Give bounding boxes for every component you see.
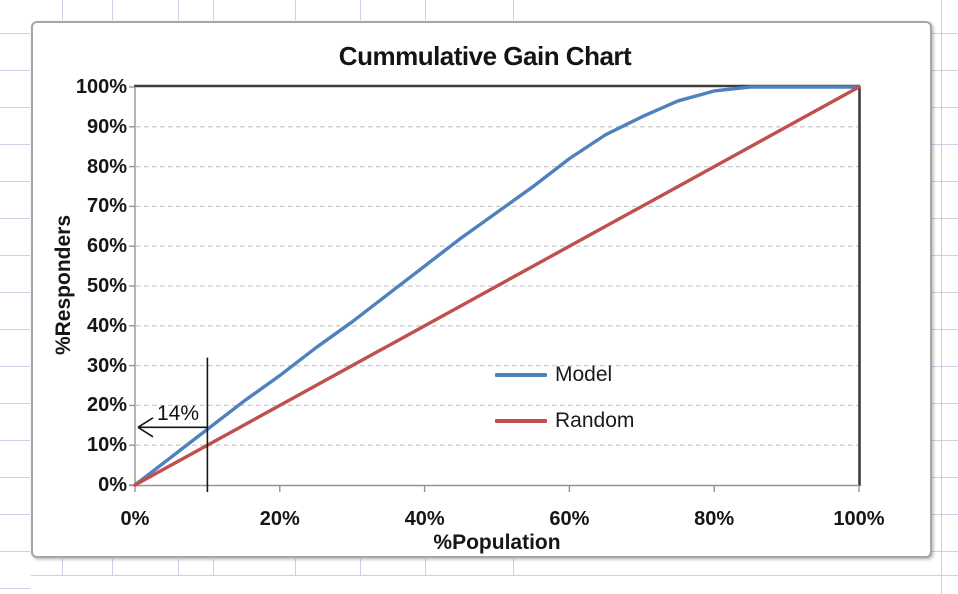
y-tick-label: 90% bbox=[86, 115, 127, 138]
legend: Model Random bbox=[495, 352, 634, 444]
sheet-row-line bbox=[0, 218, 30, 219]
x-tick-label: 60% bbox=[549, 508, 590, 530]
x-tick-label: 80% bbox=[694, 508, 735, 530]
sheet-row-line bbox=[0, 440, 30, 441]
sheet-row-line bbox=[31, 575, 958, 576]
sheet-row-line bbox=[0, 477, 30, 478]
model-line-swatch bbox=[495, 373, 547, 377]
sheet-col-line bbox=[360, 559, 361, 575]
sheet-row-line bbox=[0, 144, 30, 145]
sheet-row-line bbox=[0, 366, 30, 367]
sheet-row-line bbox=[932, 477, 958, 478]
sheet-row-line bbox=[932, 440, 958, 441]
sheet-col-line bbox=[295, 0, 296, 20]
sheet-row-line bbox=[0, 403, 30, 404]
y-tick-label: 0% bbox=[98, 474, 127, 496]
y-tick-label: 100% bbox=[75, 76, 127, 98]
sheet-row-line bbox=[932, 33, 958, 34]
sheet-col-line bbox=[62, 0, 63, 20]
chart-object[interactable]: Cummulative Gain Chart %Responders %Popu… bbox=[31, 21, 932, 558]
legend-item-model: Model bbox=[495, 352, 634, 398]
sheet-row-line bbox=[932, 144, 958, 145]
random-series-line bbox=[133, 85, 861, 487]
sheet-row-line bbox=[0, 181, 30, 182]
sheet-row-line bbox=[0, 329, 30, 330]
sheet-row-line bbox=[932, 107, 958, 108]
sheet-row-line bbox=[0, 33, 30, 34]
sheet-col-line bbox=[295, 559, 296, 575]
sheet-row-line bbox=[932, 255, 958, 256]
x-tick-label: 0% bbox=[120, 508, 150, 530]
y-tick-label: 30% bbox=[86, 354, 127, 377]
sheet-row-line bbox=[932, 329, 958, 330]
sheet-col-line bbox=[112, 559, 113, 575]
y-tick-label: 50% bbox=[86, 275, 127, 297]
sheet-row-line bbox=[0, 514, 30, 515]
sheet-row-line bbox=[932, 70, 958, 71]
sheet-row-line bbox=[0, 255, 30, 256]
x-axis-title: %Population bbox=[433, 531, 561, 554]
sheet-col-line bbox=[425, 559, 426, 575]
sheet-col-line bbox=[213, 0, 214, 20]
sheet-row-line bbox=[932, 292, 958, 293]
sheet-row-line bbox=[932, 366, 958, 367]
legend-item-random: Random bbox=[495, 398, 634, 444]
chart-title: Cummulative Gain Chart bbox=[338, 41, 632, 71]
model-series-line bbox=[133, 85, 861, 487]
sheet-row-line bbox=[932, 551, 958, 552]
sheet-col-line bbox=[62, 559, 63, 575]
sheet-col-line bbox=[941, 0, 942, 594]
sheet-col-line bbox=[513, 559, 514, 575]
y-tick-label: 70% bbox=[86, 195, 127, 218]
sheet-col-line bbox=[178, 0, 179, 20]
legend-label-random: Random bbox=[555, 409, 635, 432]
x-tick-label: 100% bbox=[833, 508, 885, 530]
sheet-col-line bbox=[513, 0, 514, 20]
sheet-row-line bbox=[932, 403, 958, 404]
legend-label-model: Model bbox=[555, 363, 613, 386]
sheet-col-line bbox=[213, 559, 214, 575]
sheet-row-line bbox=[0, 70, 30, 71]
sheet-row-line bbox=[0, 292, 30, 293]
annotation-label: 14% bbox=[156, 402, 200, 425]
y-tick-label: 60% bbox=[86, 235, 127, 258]
sheet-col-line bbox=[425, 0, 426, 20]
sheet-col-line bbox=[178, 559, 179, 575]
plot-area bbox=[129, 84, 861, 492]
y-tick-label: 80% bbox=[86, 155, 127, 178]
sheet-row-line bbox=[0, 551, 30, 552]
y-tick-label: 40% bbox=[86, 314, 127, 337]
x-tick-label: 20% bbox=[259, 508, 300, 530]
annotation-arrow-head bbox=[137, 426, 154, 438]
sheet-row-line bbox=[0, 588, 30, 589]
sheet-row-line bbox=[932, 218, 958, 219]
sheet-col-line bbox=[360, 0, 361, 20]
sheet-col-line bbox=[112, 0, 113, 20]
random-line-swatch bbox=[495, 419, 547, 423]
y-tick-label: 10% bbox=[86, 434, 127, 457]
sheet-row-line bbox=[932, 181, 958, 182]
y-tick-label: 20% bbox=[86, 394, 127, 417]
x-tick-label: 40% bbox=[404, 508, 445, 530]
sheet-row-line bbox=[932, 514, 958, 515]
annotation-arrow-head bbox=[137, 417, 154, 428]
sheet-row-line bbox=[0, 107, 30, 108]
